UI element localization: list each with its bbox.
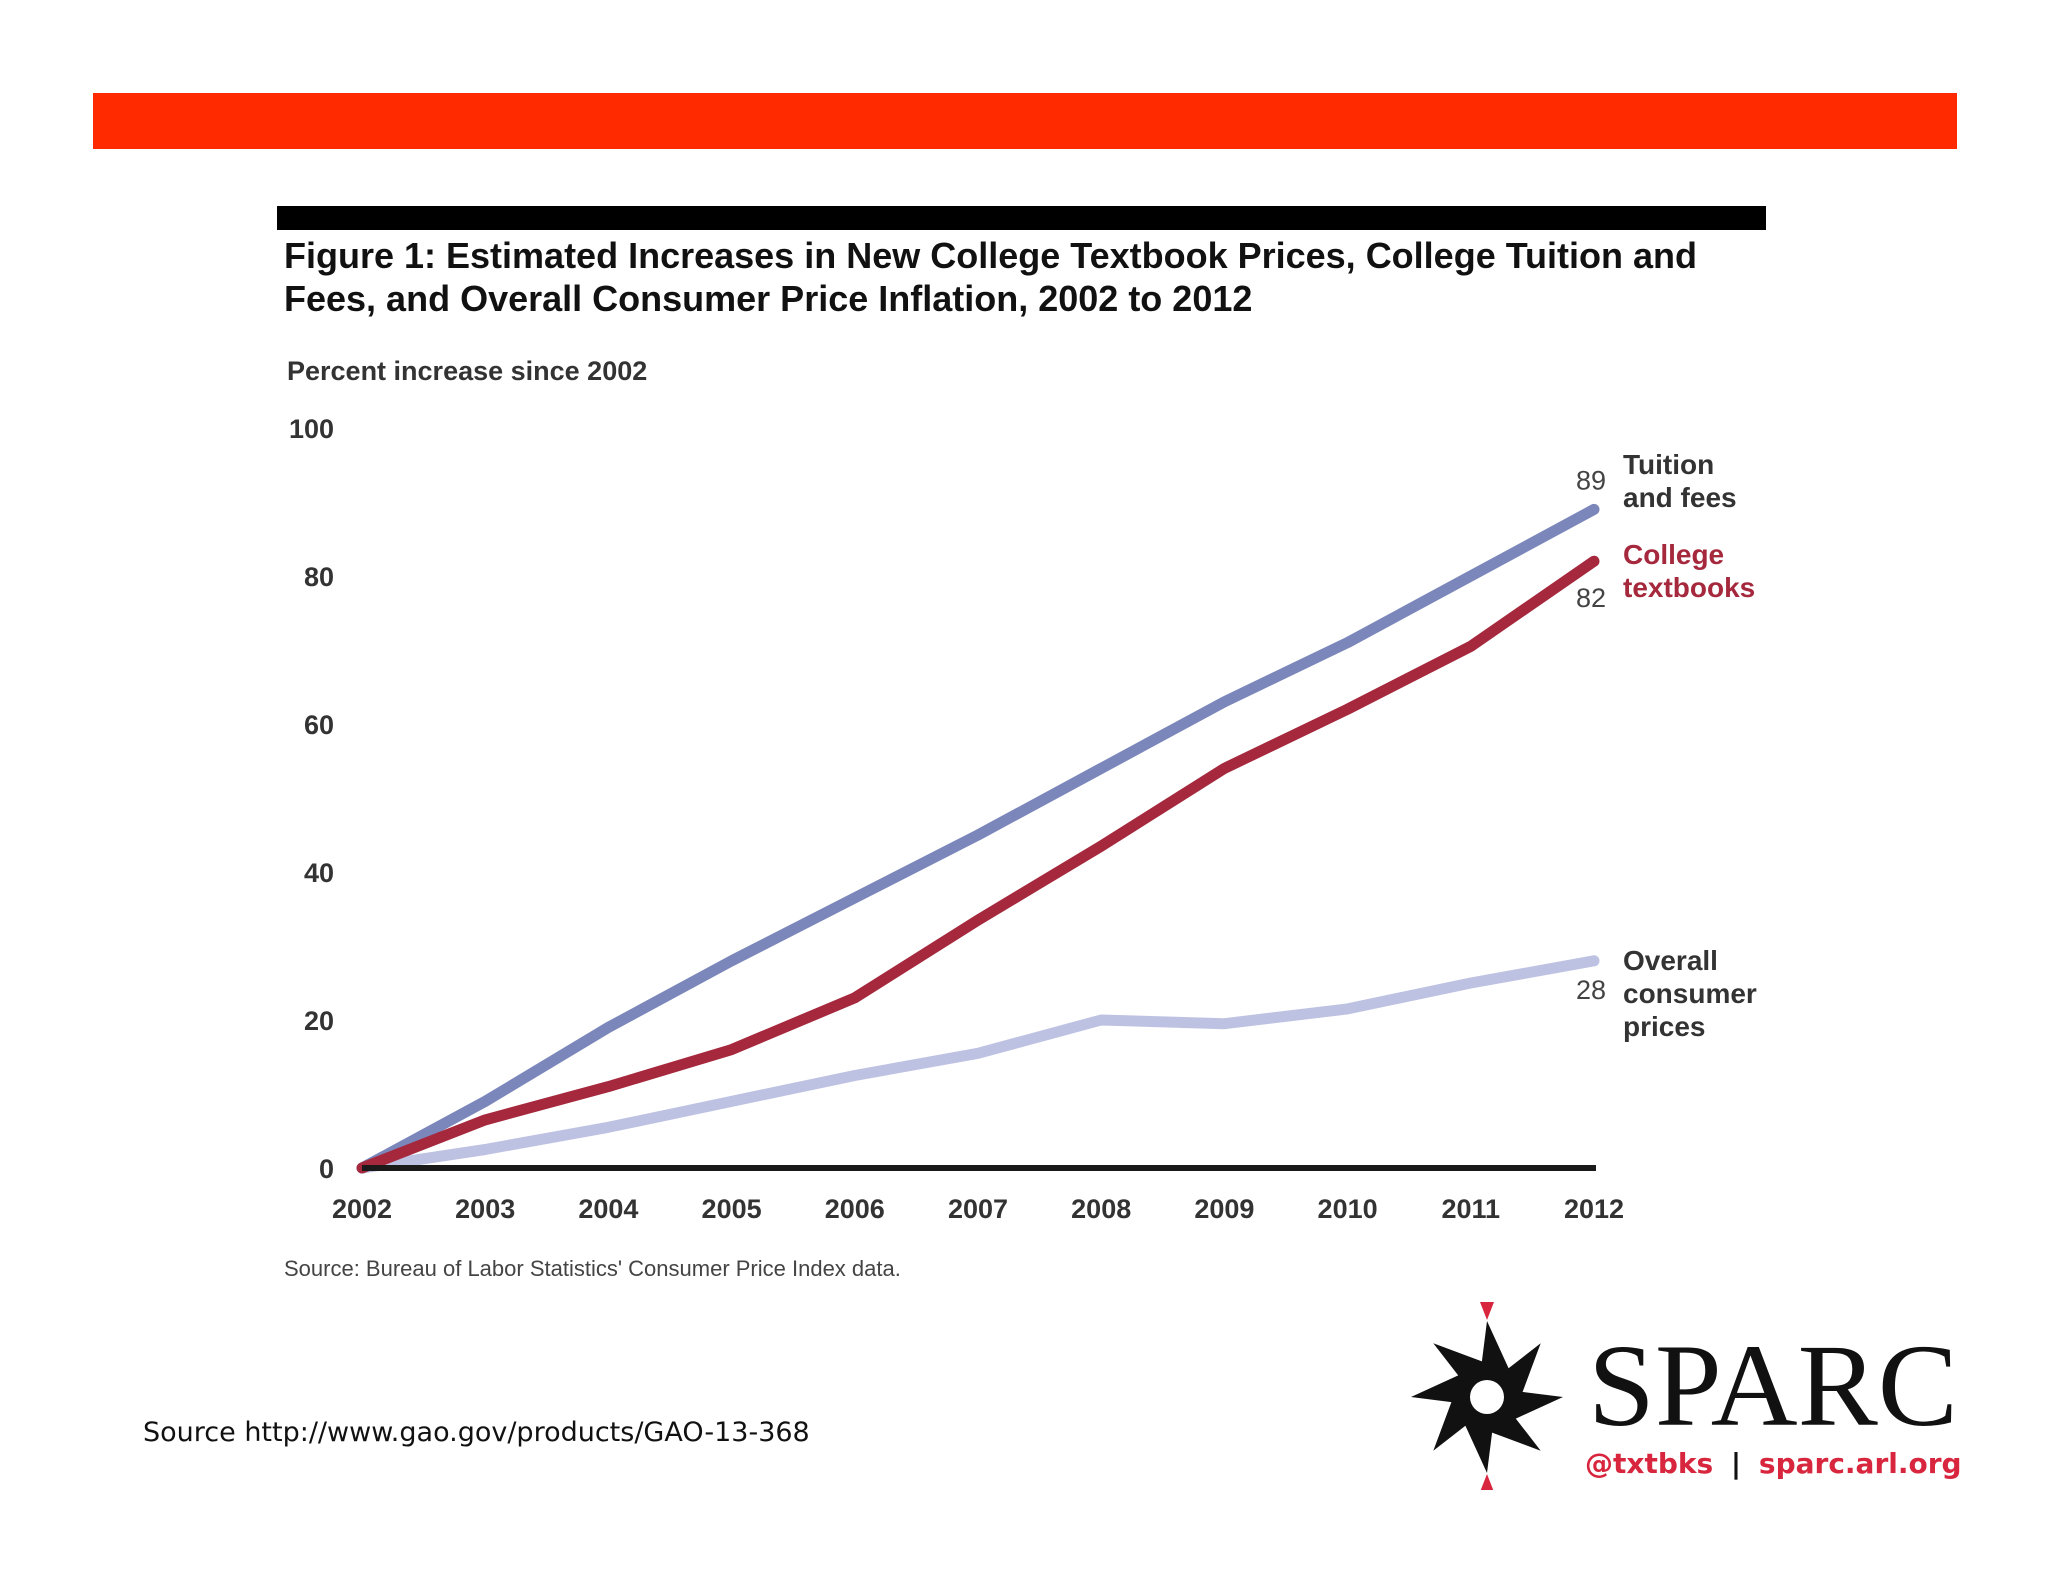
series-name-label: College textbooks [1623,539,1755,603]
series-end-label: 89 [1576,465,1606,495]
x-tick-label: 2012 [1564,1194,1624,1224]
series-line [356,555,1600,1174]
y-tick-label: 40 [304,858,334,888]
x-tick-label: 2011 [1442,1194,1501,1224]
x-tick-label: 2003 [455,1194,515,1224]
x-tick-label: 2008 [1071,1194,1131,1224]
footer-source-url: Source http://www.gao.gov/products/GAO-1… [143,1417,810,1448]
sparc-twitter-handle[interactable]: @txtbks [1585,1447,1713,1480]
y-axis-label: Percent increase since 2002 [287,356,647,386]
y-tick-label: 0 [319,1154,334,1184]
series-end-label: 82 [1576,583,1606,613]
line-chart: Percent increase since 2002 0 20 40 60 80 100… [284,356,1757,1281]
series-end-label: 28 [1576,975,1606,1005]
header-red-band [93,93,1957,149]
chart-source-note: Source: Bureau of Labor Statistics' Cons… [284,1256,901,1281]
x-tick-label: 2005 [702,1194,762,1224]
x-tick-label: 2009 [1194,1194,1254,1224]
x-tick-label: 2006 [825,1194,885,1224]
x-tick-label: 2010 [1318,1194,1378,1224]
y-tick-label: 60 [304,710,334,740]
series-name-label: Tuition and fees [1623,449,1737,513]
x-tick-label: 2007 [948,1194,1008,1224]
x-tick-label: 2004 [578,1194,638,1224]
sparc-wordmark: SPARC [1588,1320,1958,1451]
svg-text:@txtbks | sparc.arl.or: @txtbks | sparc.arl.org [1585,1447,1962,1480]
sparc-url-link[interactable]: sparc.arl.org [1759,1447,1962,1480]
x-tick-label: 2002 [332,1194,392,1224]
figure-top-rule [277,206,1766,230]
sparc-logo: SPARC @txtbks | sparc.arl.org [1411,1302,1962,1490]
sparc-separator: | [1731,1447,1741,1480]
figure-title: Figure 1: Estimated Increases in New Col… [284,235,1697,319]
series-line [356,503,1600,1174]
y-tick-label: 80 [304,562,334,592]
y-tick-label: 20 [304,1006,334,1036]
y-tick-label: 100 [289,414,334,444]
sparc-emblem-icon [1411,1302,1563,1490]
series-name-label: Overall consumer prices [1623,945,1757,1042]
series-line [356,955,1600,1174]
